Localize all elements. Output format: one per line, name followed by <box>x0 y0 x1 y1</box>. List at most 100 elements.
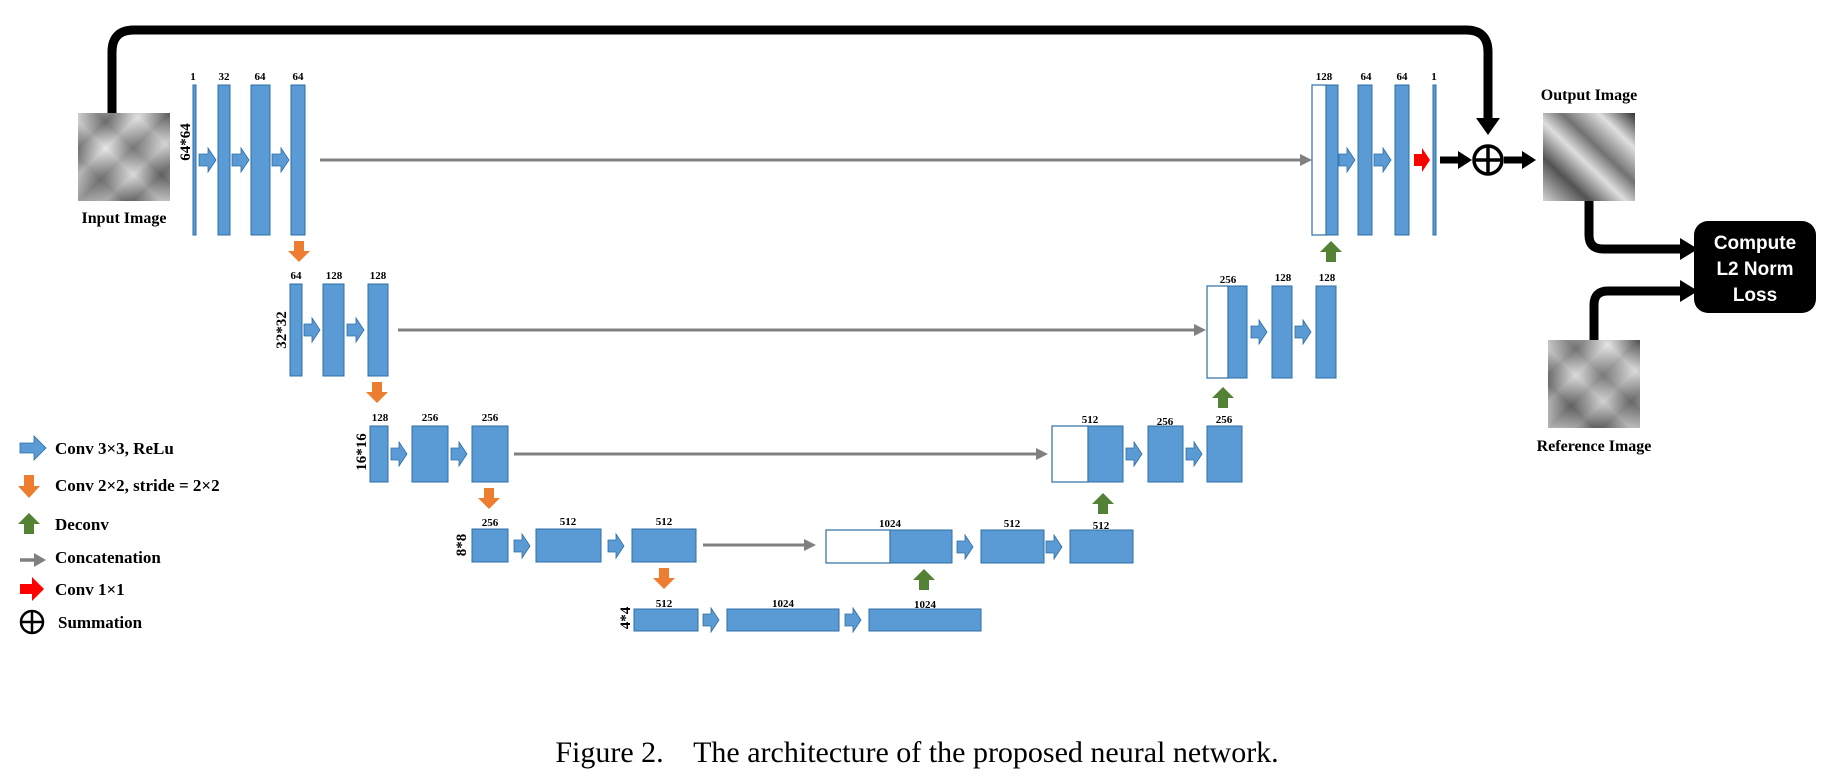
legend-conv3-label: Conv 3×3, ReLu <box>55 439 174 458</box>
l2-enc-block-3 <box>367 283 389 377</box>
legend-concat-label: Concatenation <box>55 548 161 567</box>
conv3-arrow <box>513 532 531 560</box>
l3-dec-block-3 <box>1206 425 1243 483</box>
l3-dec-block-2 <box>1147 425 1184 483</box>
loss-box-line1: Compute <box>1714 233 1796 254</box>
conv3-arrow <box>1373 146 1392 174</box>
legend-sum-label: Summation <box>58 613 143 632</box>
legend-conv2-label: Conv 2×2, stride = 2×2 <box>55 476 220 495</box>
reference-to-loss-path <box>1589 286 1682 340</box>
residual-skip-path <box>107 25 1493 120</box>
l1-enc-block-3 <box>250 84 271 236</box>
l1-dec-block-4 <box>1432 84 1437 236</box>
conv3-arrow <box>956 533 974 561</box>
l4-enc-block-1 <box>471 528 509 563</box>
conv3-arrow <box>198 146 217 174</box>
l4-enc-label-2: 512 <box>560 516 577 528</box>
conv3-arrow <box>1185 440 1203 468</box>
l3-enc-label-3: 256 <box>482 412 499 424</box>
l2-enc-label-2: 128 <box>326 270 343 282</box>
output-image-label: Output Image <box>1541 87 1637 104</box>
l2-enc-block-2 <box>322 283 345 377</box>
conv3-arrow <box>303 316 321 344</box>
l3-dec-label-2: 256 <box>1157 416 1174 428</box>
conv3-arrow <box>450 440 468 468</box>
conv3-arrow <box>1125 440 1143 468</box>
l2-dec-label-3: 128 <box>1319 272 1336 284</box>
legend-conv1-label: Conv 1×1 <box>55 580 125 599</box>
l2-dec-block-concat-white <box>1206 285 1229 379</box>
conv3-arrow <box>844 606 862 634</box>
l1-enc-block-4 <box>290 84 306 236</box>
l5-block-2 <box>726 608 840 632</box>
l3-enc-block-3 <box>471 425 509 483</box>
l3-enc-block-1 <box>369 425 389 483</box>
legend-conv3-icon <box>19 435 47 461</box>
conv2-arrow <box>288 241 310 262</box>
legend-deconv-icon <box>18 513 40 534</box>
conv1-arrow <box>1414 148 1430 172</box>
l1-enc-label-3: 64 <box>255 71 267 83</box>
l2-enc-label-3: 128 <box>370 270 387 282</box>
l1-dec-block-2 <box>1357 84 1373 236</box>
l1-dec-label-1: 128 <box>1316 71 1333 83</box>
level5-size-label: 4*4 <box>618 606 634 629</box>
conv3-arrow <box>346 316 365 344</box>
l4-dec-block-3 <box>1069 529 1134 564</box>
level3-size-label: 16*16 <box>354 433 370 471</box>
l1-enc-block-2 <box>217 84 231 236</box>
legend-conv2-icon <box>18 475 40 498</box>
legend-conv1-icon <box>20 577 44 601</box>
conv2-arrow <box>653 568 675 589</box>
l4-enc-block-3 <box>631 528 697 563</box>
l4-enc-label-3: 512 <box>656 516 673 528</box>
l2-enc-label-1: 64 <box>291 270 303 282</box>
l3-enc-label-2: 256 <box>422 412 439 424</box>
l5-label-1: 512 <box>656 598 673 610</box>
legend-concat-icon <box>34 553 46 567</box>
l2-dec-label-2: 128 <box>1275 272 1292 284</box>
l4-dec-label-1: 1024 <box>879 518 902 530</box>
l4-dec-label-2: 512 <box>1004 518 1021 530</box>
l2-dec-block-2 <box>1271 285 1293 379</box>
l5-label-3: 1024 <box>914 599 937 611</box>
l3-dec-block-concat-white <box>1051 425 1089 483</box>
l3-dec-label-3: 256 <box>1216 414 1233 426</box>
l1-dec-label-4: 1 <box>1431 71 1437 83</box>
l4-dec-block-2 <box>980 529 1045 564</box>
deconv-arrow <box>1212 387 1234 408</box>
l2-dec-block-3 <box>1315 285 1337 379</box>
l3-dec-block-1 <box>1087 425 1124 483</box>
level2-size-label: 32*32 <box>274 311 290 349</box>
legend-deconv-label: Deconv <box>55 515 109 534</box>
l1-dec-block-1 <box>1325 84 1339 236</box>
conv3-arrow <box>390 440 408 468</box>
figure-caption: Figure 2. The architecture of the propos… <box>555 736 1278 769</box>
l1-dec-block-3 <box>1394 84 1410 236</box>
output-to-loss-path <box>1584 201 1682 254</box>
legend-summation-icon <box>19 609 45 635</box>
conv3-arrow <box>1250 318 1268 346</box>
l1-dec-label-3: 64 <box>1397 71 1409 83</box>
deconv-arrow <box>1092 493 1114 514</box>
conv3-arrow <box>1338 146 1356 174</box>
level1-size-label: 64*64 <box>178 123 194 161</box>
l4-dec-block-1 <box>889 529 953 564</box>
conv3-arrow <box>271 146 290 174</box>
l4-dec-block-concat-white <box>825 529 891 564</box>
compute-loss-box <box>1694 221 1816 313</box>
conv2-arrow <box>478 488 500 509</box>
l4-dec-label-3: 512 <box>1093 520 1110 532</box>
l1-dec-label-2: 64 <box>1361 71 1373 83</box>
l3-enc-block-2 <box>411 425 449 483</box>
level4-size-label: 8*8 <box>454 534 470 557</box>
input-image-label: Input Image <box>82 210 167 227</box>
conv3-arrow <box>1294 318 1312 346</box>
l4-enc-label-1: 256 <box>482 517 499 529</box>
l1-enc-block-1 <box>192 84 197 236</box>
l1-dec-block-concat-white <box>1311 84 1327 236</box>
deconv-arrow <box>1320 241 1342 262</box>
l1-enc-label-1: 1 <box>190 71 196 83</box>
residual-skip-arrowhead <box>1476 118 1500 135</box>
l3-dec-label-1: 512 <box>1082 414 1099 426</box>
